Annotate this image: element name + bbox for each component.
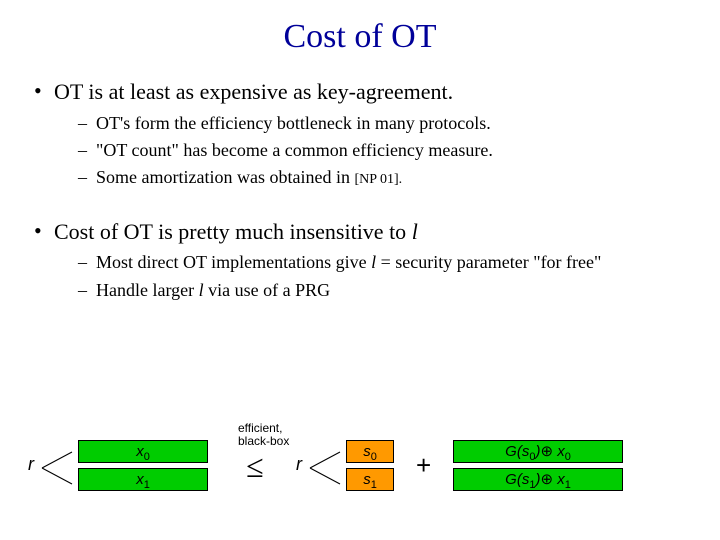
leq-symbol: ≤ (246, 448, 264, 485)
bullet-1-text: OT is at least as expensive as key-agree… (54, 79, 453, 104)
box-g0: G(s0)⊕ x0 (453, 440, 623, 463)
b2s2-a: Handle larger (96, 280, 199, 300)
bullet-1-sub-3: Some amortization was obtained in [NP 01… (78, 166, 688, 189)
bullet-1-sub-2: "OT count" has become a common efficienc… (78, 139, 688, 162)
box-g1: G(s1)⊕ x1 (453, 468, 623, 491)
bullet-2-sub-2: Handle larger l via use of a PRG (78, 279, 688, 302)
b2s1-a: Most direct OT implementations give (96, 252, 371, 272)
bullet-list-2: Cost of OT is pretty much insensitive to… (32, 218, 688, 302)
bullet-2-sub-1: Most direct OT implementations give l = … (78, 251, 688, 274)
b2s1-b: = security parameter "for free" (376, 252, 601, 272)
b1s3-b: [NP 01]. (354, 172, 402, 187)
bullet-list: OT is at least as expensive as key-agree… (32, 78, 688, 190)
bullet-1-sub-1: OT's form the efficiency bottleneck in m… (78, 112, 688, 135)
box-x1: x1 (78, 468, 208, 491)
box-s0: s0 (346, 440, 394, 463)
bullet-2: Cost of OT is pretty much insensitive to… (32, 218, 688, 302)
b2-l: l (412, 219, 418, 244)
efficient-label: efficient,black-box (238, 422, 318, 448)
b1s3-a: Some amortization was obtained in (96, 167, 354, 187)
box-x0: x0 (78, 440, 208, 463)
fork-lines-2 (308, 448, 344, 488)
r-label-2: r (296, 454, 302, 475)
b2s2-b: via use of a PRG (204, 280, 330, 300)
fork-lines-1 (40, 448, 76, 488)
b2-a: Cost of OT is pretty much insensitive to (54, 219, 412, 244)
r-label-1: r (28, 454, 34, 475)
slide-title: Cost of OT (32, 18, 688, 56)
diagram: r x0 x1 efficient,black-box ≤ r s0 s1 + … (28, 418, 698, 518)
bullet-1: OT is at least as expensive as key-agree… (32, 78, 688, 190)
plus-symbol: + (416, 450, 431, 481)
box-s1: s1 (346, 468, 394, 491)
